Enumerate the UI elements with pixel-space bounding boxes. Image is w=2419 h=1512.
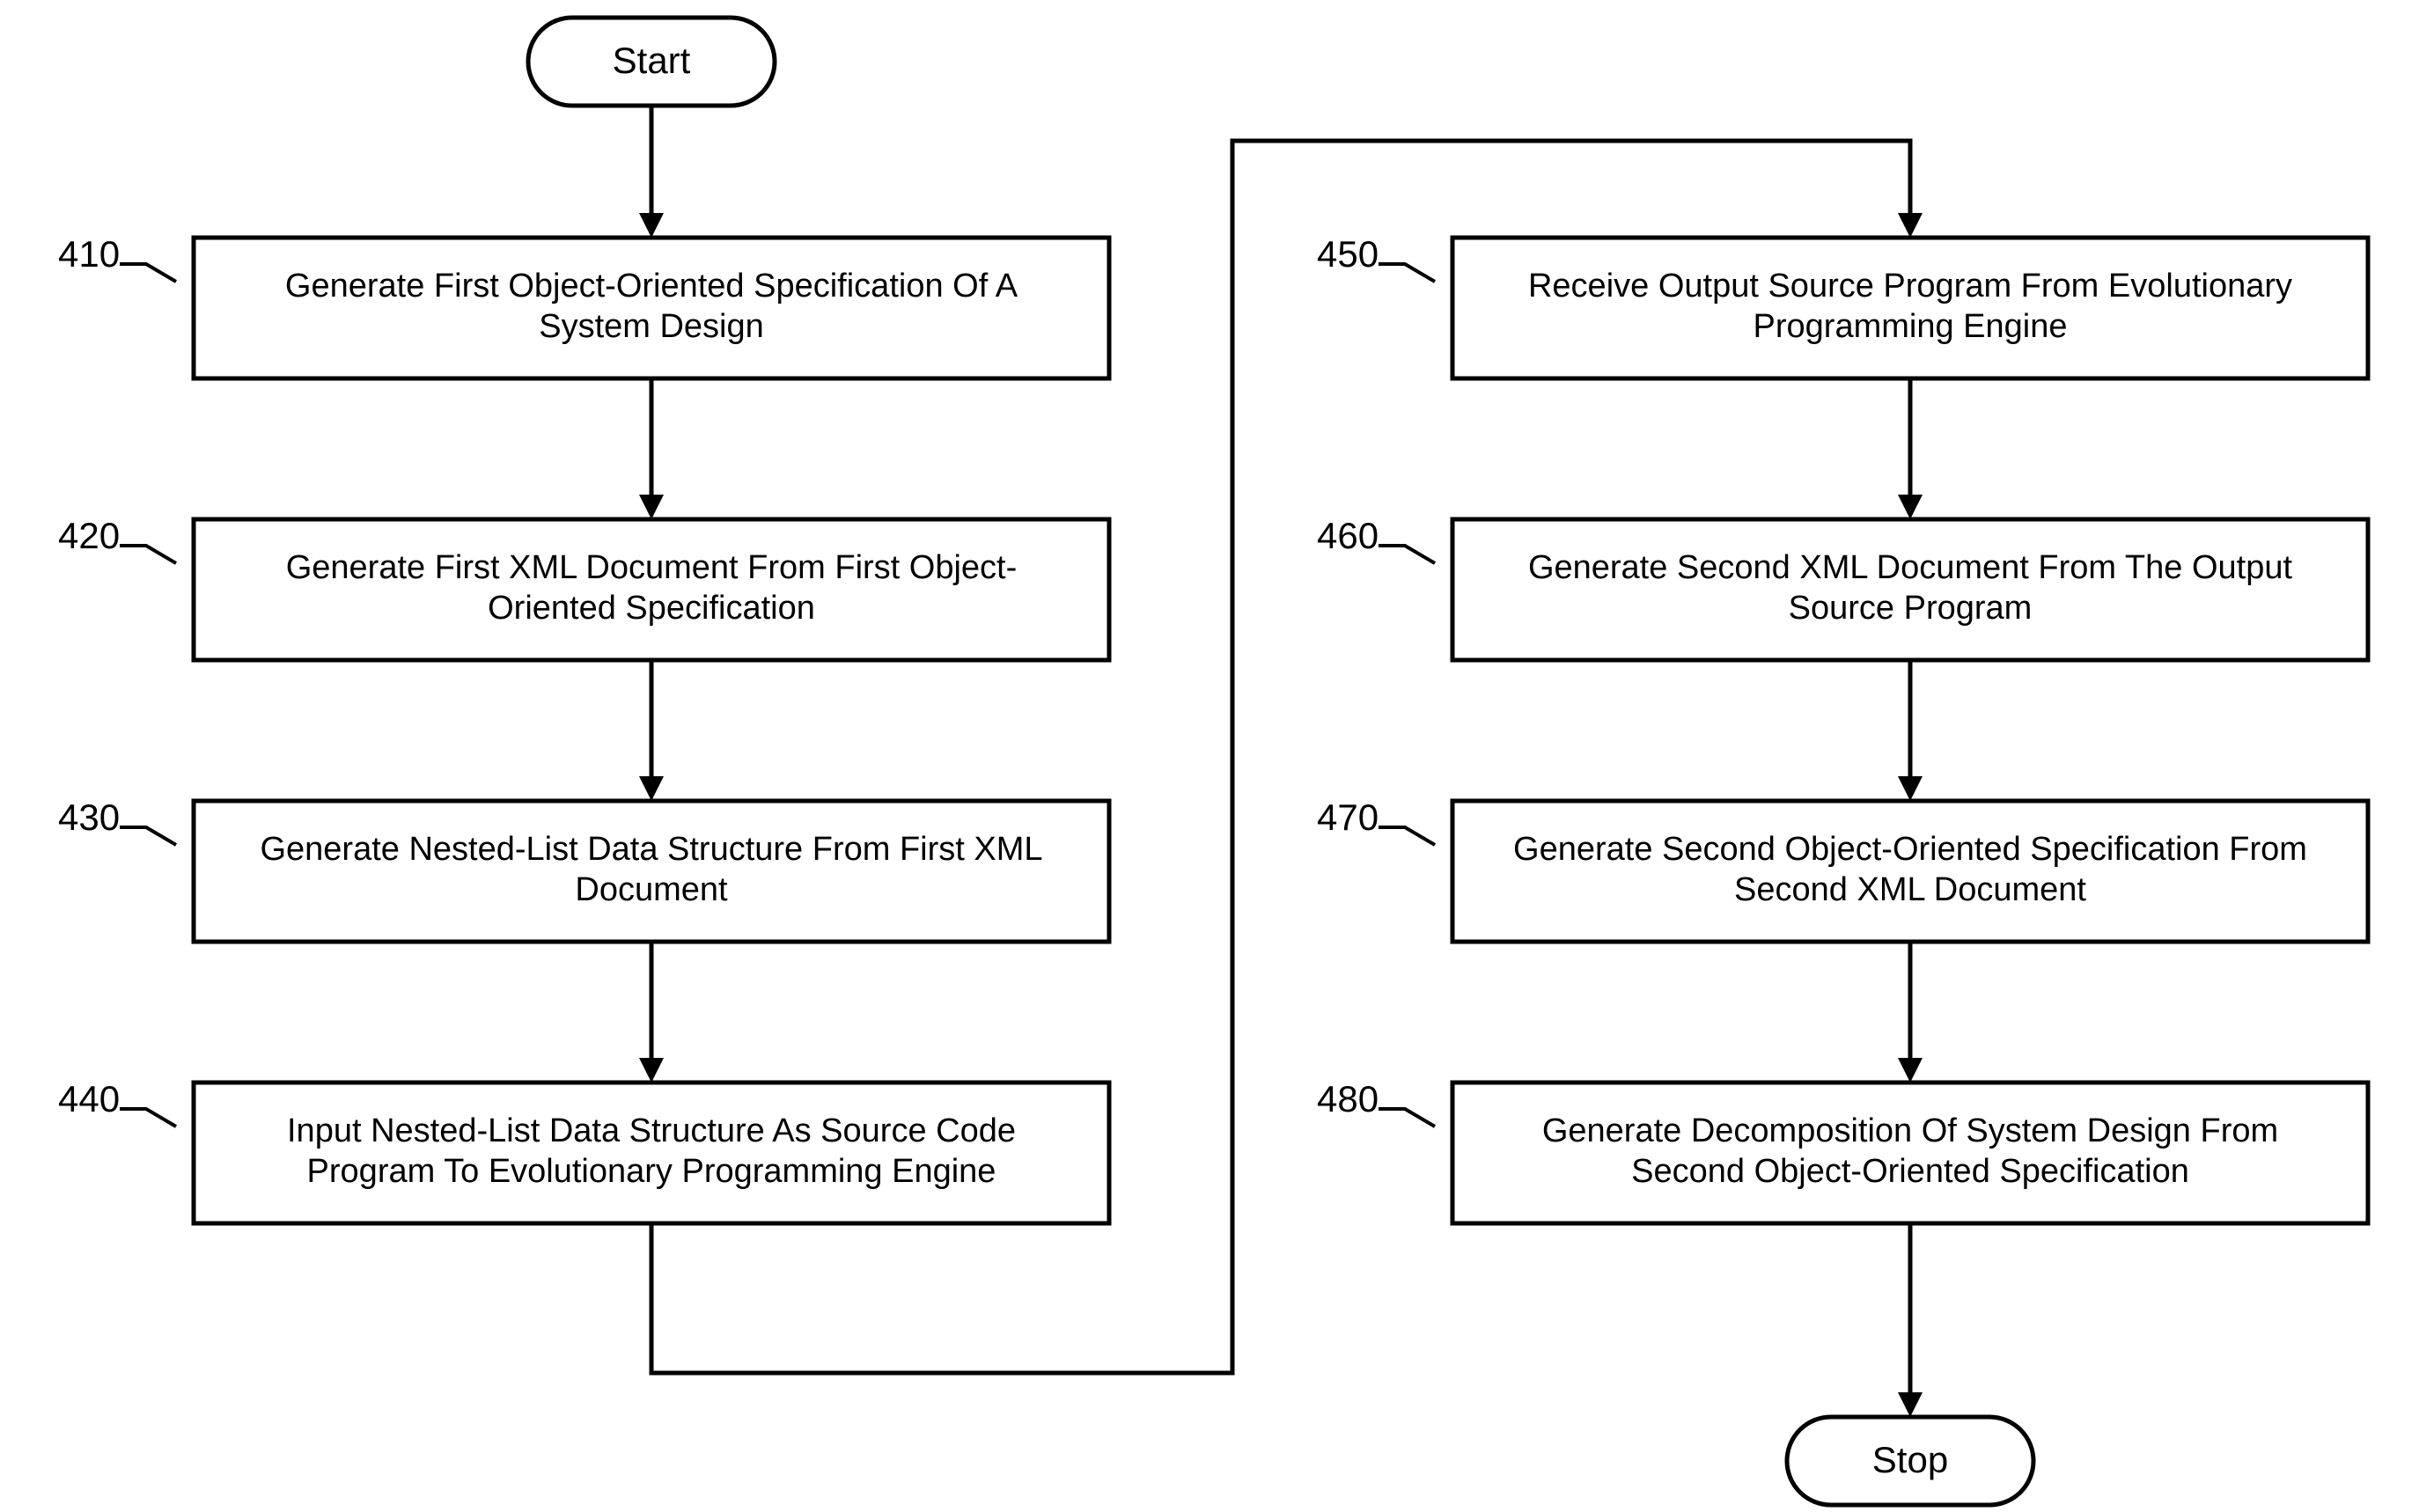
step-ref-440: 440 (58, 1078, 120, 1119)
step-ref-470: 470 (1317, 796, 1379, 838)
step-text-470-line1: Second XML Document (1734, 871, 2086, 908)
callout-470 (1379, 827, 1435, 845)
terminal-start-label: Start (613, 40, 691, 81)
step-text-450-line1: Programming Engine (1754, 308, 2068, 345)
step-text-480-line0: Generate Decomposition Of System Design … (1542, 1112, 2278, 1149)
step-text-430-line0: Generate Nested-List Data Structure From… (260, 831, 1042, 868)
step-text-410-line0: Generate First Object-Oriented Specifica… (285, 268, 1018, 305)
step-ref-460: 460 (1317, 515, 1379, 556)
callout-430 (120, 827, 176, 845)
step-text-430-line1: Document (575, 871, 728, 908)
step-ref-410: 410 (58, 233, 120, 275)
step-text-440-line1: Program To Evolutionary Programming Engi… (307, 1153, 996, 1190)
callout-440 (120, 1109, 176, 1127)
step-ref-480: 480 (1317, 1078, 1379, 1119)
step-ref-430: 430 (58, 796, 120, 838)
step-text-420-line0: Generate First XML Document From First O… (286, 549, 1018, 586)
callout-460 (1379, 546, 1435, 563)
callout-480 (1379, 1109, 1435, 1127)
callout-450 (1379, 264, 1435, 282)
step-ref-450: 450 (1317, 233, 1379, 275)
callout-420 (120, 546, 176, 563)
terminal-stop-label: Stop (1872, 1439, 1948, 1480)
step-text-460-line0: Generate Second XML Document From The Ou… (1528, 549, 2293, 586)
step-text-410-line1: System Design (539, 308, 764, 345)
callout-410 (120, 264, 176, 282)
step-text-480-line1: Second Object-Oriented Specification (1631, 1153, 2189, 1190)
step-text-440-line0: Input Nested-List Data Structure As Sour… (287, 1112, 1016, 1149)
step-text-460-line1: Source Program (1789, 590, 2033, 627)
step-text-470-line0: Generate Second Object-Oriented Specific… (1513, 831, 2307, 868)
step-text-450-line0: Receive Output Source Program From Evolu… (1528, 268, 2292, 305)
step-ref-420: 420 (58, 515, 120, 556)
step-text-420-line1: Oriented Specification (488, 590, 815, 627)
